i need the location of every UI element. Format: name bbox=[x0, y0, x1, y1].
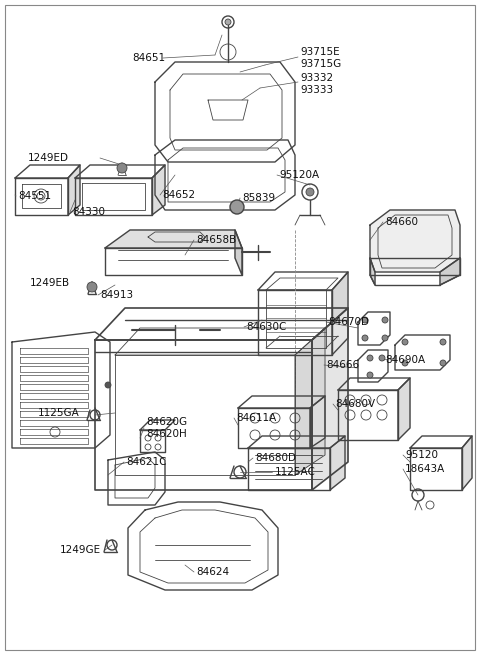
Polygon shape bbox=[235, 230, 242, 275]
Text: 93715G: 93715G bbox=[300, 59, 341, 69]
Text: 95120A: 95120A bbox=[279, 170, 319, 180]
Polygon shape bbox=[310, 396, 325, 448]
Text: 84670D: 84670D bbox=[328, 317, 369, 327]
Text: 84680D: 84680D bbox=[255, 453, 296, 463]
Circle shape bbox=[367, 355, 373, 361]
Text: 84913: 84913 bbox=[100, 290, 133, 300]
Text: 84680V: 84680V bbox=[335, 399, 375, 409]
Circle shape bbox=[402, 339, 408, 345]
Text: 84658B: 84658B bbox=[196, 235, 236, 245]
Text: 1125GA: 1125GA bbox=[38, 408, 80, 418]
Circle shape bbox=[87, 282, 97, 292]
Polygon shape bbox=[295, 328, 325, 475]
Text: 93332: 93332 bbox=[300, 73, 333, 83]
Text: 84660: 84660 bbox=[385, 217, 418, 227]
Text: 84652: 84652 bbox=[162, 190, 195, 200]
Polygon shape bbox=[398, 378, 410, 440]
Polygon shape bbox=[152, 165, 165, 215]
Circle shape bbox=[362, 335, 368, 341]
Circle shape bbox=[362, 317, 368, 323]
Text: 84620H: 84620H bbox=[146, 429, 187, 439]
Text: 84690A: 84690A bbox=[385, 355, 425, 365]
Text: 84330: 84330 bbox=[72, 207, 105, 217]
Text: 1125AC: 1125AC bbox=[275, 467, 316, 477]
Polygon shape bbox=[105, 230, 242, 248]
Text: 85839: 85839 bbox=[242, 193, 275, 203]
Circle shape bbox=[306, 188, 314, 196]
Circle shape bbox=[382, 335, 388, 341]
Polygon shape bbox=[370, 210, 460, 272]
Text: 84666: 84666 bbox=[326, 360, 359, 370]
Circle shape bbox=[440, 339, 446, 345]
Text: 1249ED: 1249ED bbox=[28, 153, 69, 163]
Text: 84620G: 84620G bbox=[146, 417, 187, 427]
Polygon shape bbox=[370, 258, 375, 285]
Circle shape bbox=[105, 382, 111, 388]
Text: 84621C: 84621C bbox=[126, 457, 167, 467]
Text: 84630C: 84630C bbox=[246, 322, 287, 332]
Polygon shape bbox=[68, 165, 80, 215]
Text: 93715E: 93715E bbox=[300, 47, 340, 57]
Polygon shape bbox=[330, 436, 345, 490]
Polygon shape bbox=[440, 258, 460, 285]
Circle shape bbox=[382, 317, 388, 323]
Polygon shape bbox=[462, 436, 472, 490]
Text: 84651: 84651 bbox=[132, 53, 165, 63]
Circle shape bbox=[225, 19, 231, 25]
Text: 95120: 95120 bbox=[405, 450, 438, 460]
Text: 93333: 93333 bbox=[300, 85, 333, 95]
Circle shape bbox=[117, 163, 127, 173]
Text: 84611A: 84611A bbox=[236, 413, 276, 423]
Text: 1249EB: 1249EB bbox=[30, 278, 70, 288]
Text: 1249GE: 1249GE bbox=[60, 545, 101, 555]
Circle shape bbox=[379, 355, 385, 361]
Circle shape bbox=[402, 360, 408, 366]
Polygon shape bbox=[332, 272, 348, 355]
Polygon shape bbox=[312, 308, 348, 490]
Circle shape bbox=[440, 360, 446, 366]
Circle shape bbox=[230, 200, 244, 214]
Text: 18643A: 18643A bbox=[405, 464, 445, 474]
Text: 84551: 84551 bbox=[18, 191, 51, 201]
Circle shape bbox=[367, 372, 373, 378]
Text: 84624: 84624 bbox=[196, 567, 229, 577]
